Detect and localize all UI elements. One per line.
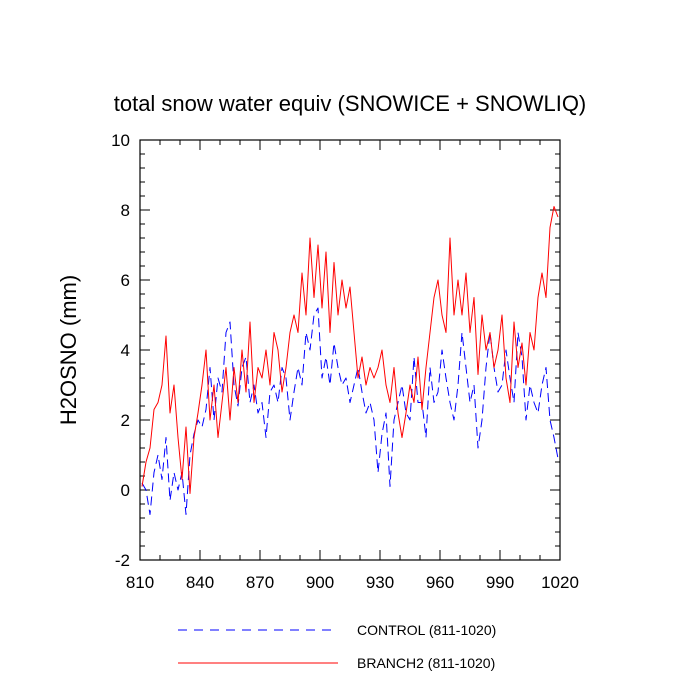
x-tick-label: 840 xyxy=(186,573,214,592)
x-tick-label: 1020 xyxy=(541,573,579,592)
x-tick-label: 900 xyxy=(306,573,334,592)
x-tick-label: 930 xyxy=(366,573,394,592)
chart-title: total snow water equiv (SNOWICE + SNOWLI… xyxy=(114,91,587,116)
series-line-control xyxy=(141,307,559,515)
y-tick-label: 4 xyxy=(121,341,130,360)
y-tick-label: -2 xyxy=(115,551,130,570)
y-axis-label: H2OSNO (mm) xyxy=(56,275,81,425)
y-tick-label: 0 xyxy=(121,481,130,500)
x-tick-labels: 810 840 870 900 930 960 990 1020 xyxy=(126,573,579,592)
y-tick-label: 2 xyxy=(121,411,130,430)
legend-label-control: CONTROL (811-1020) xyxy=(357,622,496,638)
y-tick-label: 6 xyxy=(121,271,130,290)
series-line-branch2 xyxy=(141,206,559,494)
x-tick-label: 990 xyxy=(486,573,514,592)
y-tick-label: 10 xyxy=(111,131,130,150)
x-tick-label: 960 xyxy=(426,573,454,592)
y-tick-label: 8 xyxy=(121,201,130,220)
x-tick-label: 810 xyxy=(126,573,154,592)
axis-ticks xyxy=(139,139,561,561)
legend-label-branch2: BRANCH2 (811-1020) xyxy=(357,655,495,671)
x-tick-label: 870 xyxy=(246,573,274,592)
series-lines xyxy=(141,206,559,515)
plot-frame xyxy=(139,139,561,561)
y-tick-labels: -2 0 2 4 6 8 10 xyxy=(111,131,130,570)
legend: CONTROL (811-1020) BRANCH2 (811-1020) xyxy=(178,622,496,671)
